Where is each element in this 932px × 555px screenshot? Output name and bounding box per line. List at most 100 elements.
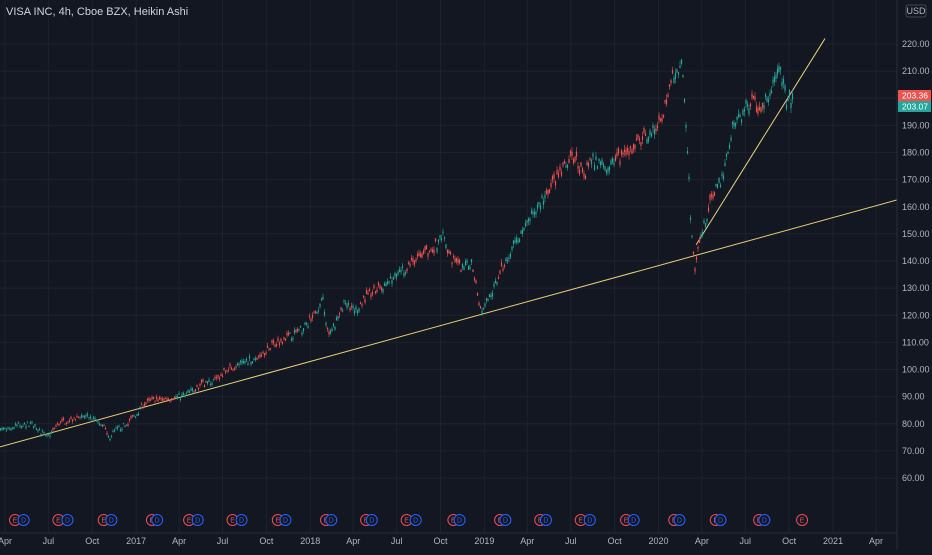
candle-body [611, 158, 614, 163]
candle-body [326, 327, 329, 330]
candle-body [553, 173, 555, 179]
candle-body [506, 259, 509, 262]
x-tick-label: 2017 [126, 536, 146, 546]
candle-body [364, 299, 366, 303]
dividend-marker[interactable]: D [583, 514, 596, 526]
dividend-marker[interactable]: D [539, 514, 552, 526]
candle-body [620, 150, 623, 155]
candle-body [356, 310, 359, 314]
candle-body [667, 94, 669, 98]
candle-body [673, 77, 675, 84]
candle-body [82, 415, 84, 418]
dividend-marker[interactable]: D [105, 514, 118, 526]
candle-body [19, 425, 21, 427]
candle-body [74, 419, 77, 421]
candle-body [526, 220, 528, 223]
candle-body [191, 388, 194, 392]
candle-body [83, 416, 86, 418]
candle-body [125, 424, 128, 426]
events[interactable]: EDEDEDEDEDEDEDEDEDEDEDEDEDEDEDEDEDEDE [9, 514, 809, 526]
candle-body [209, 384, 212, 386]
candle-body [649, 130, 651, 136]
earnings-marker[interactable]: E [400, 514, 413, 526]
dividend-marker[interactable]: D [714, 514, 727, 526]
candle-body [16, 424, 18, 427]
dividend-marker[interactable]: D [279, 514, 292, 526]
candle-body [253, 358, 255, 361]
candle-body [367, 292, 369, 295]
svg-text:D: D [587, 518, 592, 525]
candle-body [682, 74, 684, 78]
last-price-tag: 203.36 [898, 90, 931, 101]
candle-body [619, 160, 621, 165]
price-axis[interactable]: 60.00 70.00 80.00 90.00 100.00 110.00 120.00 13… [896, 0, 932, 550]
candle-body [211, 382, 213, 385]
candle-body [317, 310, 320, 312]
candle-body [683, 98, 686, 103]
candle-body [206, 381, 209, 384]
time-axis[interactable]: Apr Jul Oct 2017 Apr Jul Oct 2018 Apr Jul Oct 2019 A… [0, 532, 897, 546]
dividend-marker[interactable]: D [325, 514, 338, 526]
candle-body [617, 148, 620, 154]
dividend-marker[interactable]: D [151, 514, 164, 526]
candle-body [385, 283, 387, 287]
candle-body [502, 268, 504, 271]
dividend-marker[interactable]: D [409, 514, 422, 526]
candle-body [319, 303, 321, 307]
candle-body [257, 355, 260, 357]
candle-body [157, 399, 159, 402]
candle-body [235, 366, 237, 368]
candle-body [539, 205, 542, 210]
candle-body [124, 425, 126, 427]
dividend-marker[interactable]: D [17, 514, 30, 526]
candle-body [43, 431, 45, 434]
symbol-title[interactable]: VISA INC, 4h, Cboe BZX, Heikin Ashi [6, 6, 189, 18]
dividend-marker[interactable]: D [499, 514, 512, 526]
dividend-marker[interactable]: D [365, 514, 378, 526]
candle-body [97, 421, 99, 423]
svg-text:D: D [457, 518, 462, 525]
candle-body [656, 125, 659, 128]
dividend-marker[interactable]: D [758, 514, 771, 526]
dividend-marker[interactable]: D [191, 514, 204, 526]
currency-label[interactable]: USD [905, 4, 927, 18]
candle-body [308, 316, 311, 318]
candle-body [296, 328, 299, 332]
dividend-marker[interactable]: D [673, 514, 686, 526]
candle-body [122, 423, 125, 425]
dividend-marker[interactable]: D [235, 514, 248, 526]
candle-body [5, 429, 8, 431]
candle-body [521, 229, 524, 234]
candle-body [431, 249, 434, 253]
dividend-marker[interactable]: D [627, 514, 640, 526]
dividend-marker[interactable]: D [453, 514, 466, 526]
candle-body [361, 304, 363, 307]
candle-body [320, 298, 323, 301]
dividend-marker[interactable]: D [61, 514, 74, 526]
candle-body [103, 425, 105, 426]
candle-body [664, 100, 666, 103]
trendlines[interactable] [0, 38, 912, 451]
candle-body [455, 257, 458, 262]
candle-body [427, 252, 429, 257]
y-tick-label: 90.00 [902, 392, 925, 402]
candle-body [538, 202, 540, 205]
candle-body [721, 173, 723, 176]
candle-body [749, 103, 752, 107]
candle-body [548, 189, 551, 193]
candle-body [343, 300, 345, 302]
candle-body [325, 322, 327, 326]
candle-body [170, 398, 173, 400]
candle-body [220, 374, 222, 377]
trendline[interactable] [695, 38, 826, 245]
candle-body [298, 328, 300, 330]
candle-body [614, 155, 617, 161]
candle-body [302, 328, 305, 332]
candle-body [520, 230, 522, 234]
candle-body [541, 195, 543, 199]
candle-body [562, 162, 564, 166]
earnings-marker[interactable]: E [796, 514, 809, 526]
candle-body [316, 311, 318, 314]
